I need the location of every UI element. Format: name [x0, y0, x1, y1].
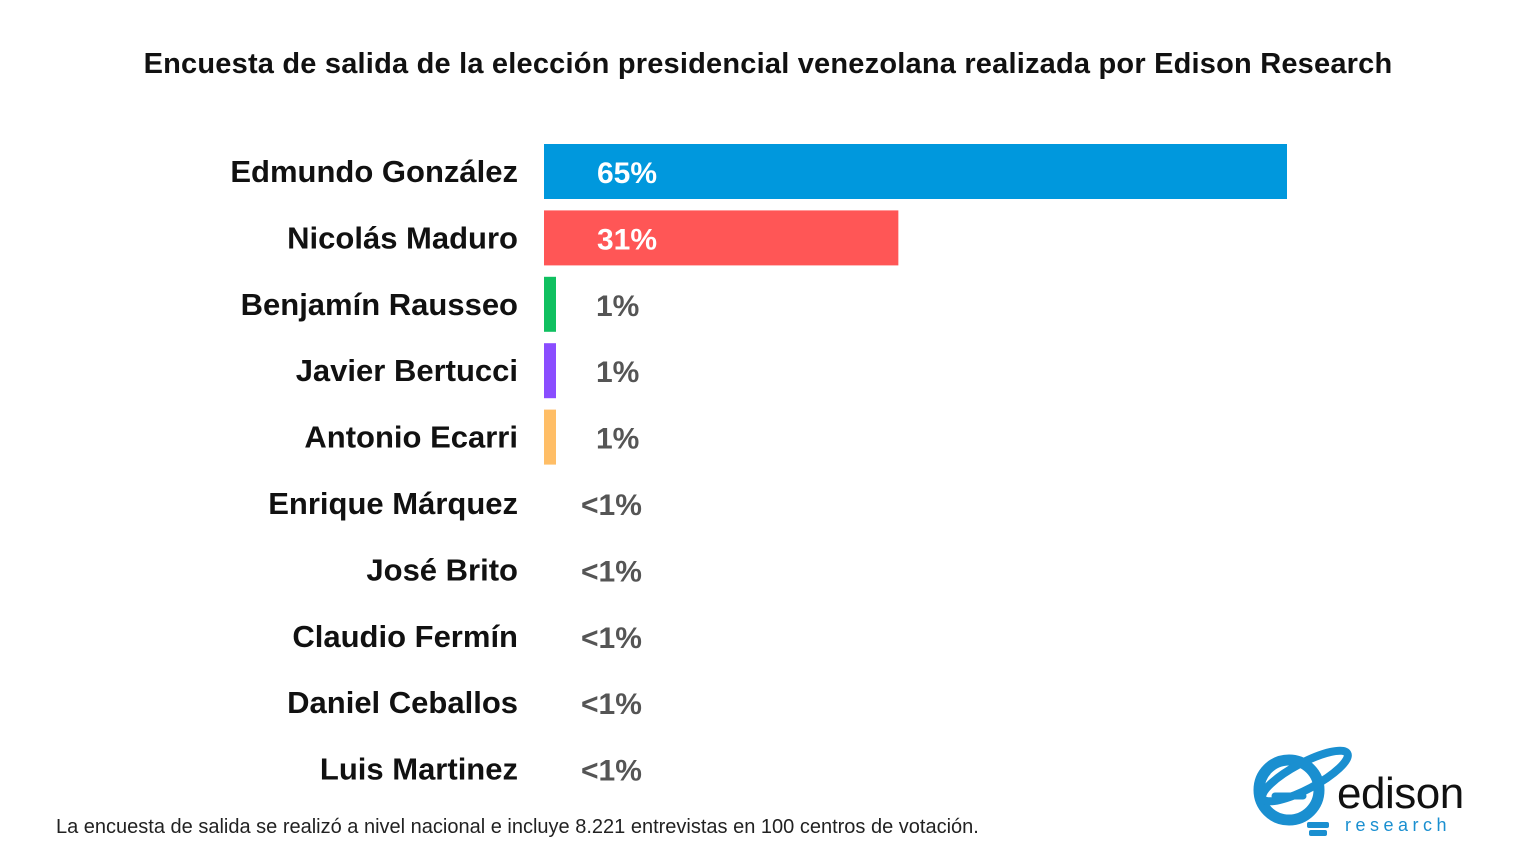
logo-wordmark: edison	[1337, 769, 1464, 818]
bar	[544, 409, 556, 465]
bar	[544, 144, 1287, 199]
category-label: Luis Martinez	[320, 752, 518, 787]
footnote: La encuesta de salida se realizó a nivel…	[56, 816, 979, 838]
category-label: Benjamín Rausseo	[241, 287, 518, 322]
value-label: 1%	[596, 356, 639, 389]
edison-research-logo: edison research	[1245, 738, 1495, 848]
value-label: 31%	[597, 223, 657, 256]
category-label: Antonio Ecarri	[304, 420, 518, 455]
value-label: <1%	[581, 622, 642, 655]
value-label: 65%	[597, 157, 657, 190]
bar	[544, 210, 899, 266]
logo-bulb-icon	[1253, 746, 1352, 836]
bar-chart: Edmundo González 65% Nicolás Maduro 31% Benj…	[230, 144, 1287, 788]
category-label: Edmundo González	[230, 154, 518, 189]
value-label: <1%	[581, 555, 642, 588]
value-label: <1%	[581, 489, 642, 522]
category-label: Daniel Ceballos	[287, 685, 518, 720]
logo-tagline: research	[1345, 815, 1452, 835]
bar	[544, 276, 556, 332]
value-label: <1%	[581, 755, 642, 788]
category-label: Claudio Fermín	[292, 619, 518, 654]
category-label: José Brito	[366, 552, 518, 587]
value-label: 1%	[596, 290, 639, 323]
category-label: Javier Bertucci	[296, 353, 518, 388]
value-label: 1%	[596, 423, 639, 456]
category-label: Nicolás Maduro	[287, 220, 518, 255]
category-label: Enrique Márquez	[268, 486, 518, 521]
value-label: <1%	[581, 688, 642, 721]
bar	[544, 343, 556, 399]
chart-title: Encuesta de salida de la elección presid…	[143, 48, 1393, 80]
